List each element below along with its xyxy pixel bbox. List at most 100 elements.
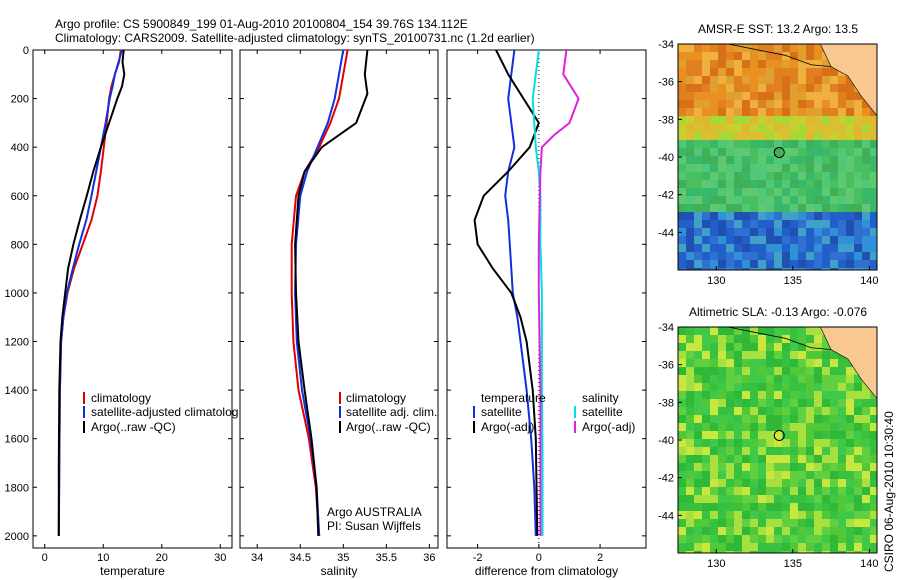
coastline	[727, 327, 832, 350]
map-cell	[798, 220, 806, 228]
map-cell	[702, 60, 710, 68]
map-cell	[702, 260, 710, 268]
map-cell	[710, 439, 718, 447]
map-cell	[838, 108, 846, 116]
map-cell	[790, 335, 798, 343]
map-cell	[798, 228, 806, 236]
map-cell	[686, 108, 694, 116]
map-cell	[710, 479, 718, 487]
map-cell	[710, 156, 718, 164]
map-cell	[694, 351, 702, 359]
map-cell	[790, 60, 798, 68]
map-cell	[814, 439, 822, 447]
map-cell	[718, 188, 726, 196]
map-cell	[782, 100, 790, 108]
coastline	[727, 44, 832, 67]
map-cell	[790, 260, 798, 268]
map-cell	[734, 479, 742, 487]
map-cell	[718, 535, 726, 543]
map-cell	[686, 463, 694, 471]
map-cell	[750, 228, 758, 236]
map-cell	[862, 172, 870, 180]
map-cell	[774, 447, 782, 455]
map-cell	[686, 487, 694, 495]
map-cell	[710, 268, 718, 270]
map-cell	[686, 343, 694, 351]
map-cell	[830, 228, 838, 236]
map-cell	[758, 335, 766, 343]
map-cell	[798, 367, 806, 375]
map-cell	[742, 391, 750, 399]
map-cell	[750, 351, 758, 359]
map-cell	[862, 415, 870, 423]
map-cell	[702, 132, 710, 140]
map-cell	[846, 188, 854, 196]
map-cell	[686, 327, 694, 335]
map-cell	[806, 367, 814, 375]
map-cell	[782, 423, 790, 431]
map-cell	[790, 519, 798, 527]
map-cell	[702, 204, 710, 212]
map-cell	[854, 399, 862, 407]
map-cell	[742, 76, 750, 84]
map-cell	[822, 252, 830, 260]
map-cell	[774, 132, 782, 140]
map-cell	[798, 84, 806, 92]
map-cell	[742, 447, 750, 455]
map-cell	[838, 140, 846, 148]
map-cell	[718, 447, 726, 455]
map-cell	[822, 431, 830, 439]
map-cell	[734, 244, 742, 252]
map-cell	[854, 172, 862, 180]
map-cell	[846, 116, 854, 124]
map-cell	[862, 383, 870, 391]
map-cell	[678, 92, 686, 100]
map-cell	[702, 44, 710, 52]
map-cell	[726, 439, 734, 447]
map-cell	[766, 84, 774, 92]
map-cell	[870, 551, 877, 553]
map-cell	[750, 415, 758, 423]
map-cell	[806, 140, 814, 148]
y-tick-label: -40	[658, 435, 674, 447]
map-cell	[718, 204, 726, 212]
map-cell	[782, 132, 790, 140]
map-cell	[854, 479, 862, 487]
map-cell	[718, 359, 726, 367]
map-cell	[822, 236, 830, 244]
map-cell	[830, 76, 838, 84]
map-cell	[710, 423, 718, 431]
map-cell	[782, 188, 790, 196]
map-cell	[774, 359, 782, 367]
map-cell	[758, 228, 766, 236]
map-cell	[702, 196, 710, 204]
map-cell	[686, 52, 694, 60]
map-cell	[718, 92, 726, 100]
map-cell	[790, 407, 798, 415]
map-cell	[758, 252, 766, 260]
map-cell	[694, 164, 702, 172]
map-cell	[710, 196, 718, 204]
map-cell	[774, 52, 782, 60]
map-cell	[678, 479, 686, 487]
map-cell	[742, 503, 750, 511]
map-cell	[750, 543, 758, 551]
map-cell	[726, 212, 734, 220]
map-cell	[790, 535, 798, 543]
map-cell	[686, 423, 694, 431]
map-cell	[702, 92, 710, 100]
map-cell	[846, 148, 854, 156]
map-cell	[814, 519, 822, 527]
map-cell	[814, 132, 822, 140]
map-cell	[846, 367, 854, 375]
map-cell	[798, 463, 806, 471]
map-cell	[870, 423, 877, 431]
map-cell	[790, 132, 798, 140]
map-cell	[774, 44, 782, 52]
map-cell	[726, 479, 734, 487]
map-cell	[766, 351, 774, 359]
map-cell	[726, 52, 734, 60]
map-cell	[774, 551, 782, 553]
map-cell	[702, 100, 710, 108]
map-cell	[870, 463, 877, 471]
